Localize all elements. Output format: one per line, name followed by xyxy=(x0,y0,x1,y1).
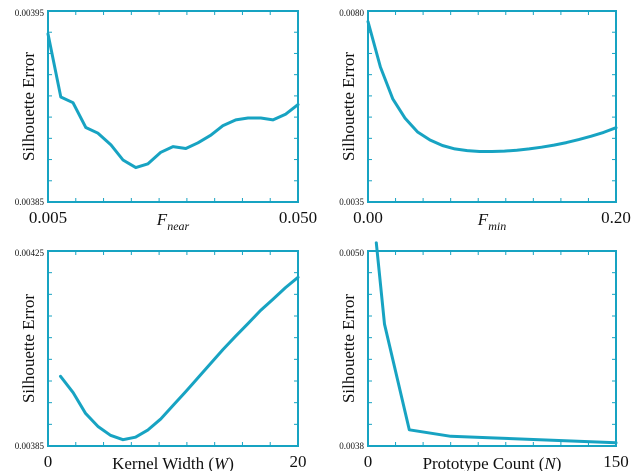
plot-frame xyxy=(367,10,617,203)
x-tick-label-left: 0 xyxy=(364,452,373,471)
y-tick-label-bottom: 0.00385 xyxy=(15,441,45,451)
x-axis-label-subscript: min xyxy=(488,219,506,233)
x-axis-label: Fnear xyxy=(156,210,190,233)
x-axis-label-tail: ) xyxy=(556,454,562,471)
series-line xyxy=(59,275,300,442)
y-tick-label-bottom: 0.0035 xyxy=(339,197,364,207)
series-line xyxy=(46,32,300,170)
y-tick-label-top: 0.00425 xyxy=(15,248,45,258)
x-axis-label-main: F xyxy=(477,210,489,229)
y-tick-label-bottom: 0.0038 xyxy=(339,441,364,451)
x-tick-label-left: 0.00 xyxy=(353,208,383,227)
x-tick-label-right: 0.050 xyxy=(279,208,317,227)
y-tick-label-bottom: 0.00385 xyxy=(15,197,45,207)
y-axis-label: Silhouette Error xyxy=(339,294,358,403)
y-axis-label: Silhouette Error xyxy=(19,294,38,403)
y-tick-label-top: 0.00395 xyxy=(15,8,45,18)
y-tick-label-top: 0.0080 xyxy=(339,8,364,18)
x-tick-label-right: 150 xyxy=(603,452,629,471)
x-axis-label-main: Prototype Count ( xyxy=(423,454,545,471)
x-axis-label: Fmin xyxy=(477,210,506,233)
plot-frame xyxy=(47,10,299,203)
series-line xyxy=(366,20,618,153)
series-line xyxy=(374,241,618,445)
x-axis-label-main: Kernel Width ( xyxy=(112,454,214,471)
plot-frame xyxy=(47,250,299,447)
x-tick-label-left: 0 xyxy=(44,452,53,471)
x-axis-label-variable: W xyxy=(214,454,230,471)
x-tick-label-left: 0.005 xyxy=(29,208,67,227)
plot-frame xyxy=(367,250,617,447)
y-axis-label: Silhouette Error xyxy=(19,52,38,161)
x-tick-label-right: 0.20 xyxy=(601,208,631,227)
x-axis-label: Prototype Count (N) xyxy=(423,454,562,471)
x-axis-label-variable: N xyxy=(543,454,557,471)
y-axis-label: Silhouette Error xyxy=(339,52,358,161)
x-tick-label-right: 20 xyxy=(290,452,307,471)
x-axis-label-tail: ) xyxy=(228,454,234,471)
x-axis-label-main: F xyxy=(156,210,168,229)
y-tick-label-top: 0.0050 xyxy=(339,248,364,258)
x-axis-label: Kernel Width (W) xyxy=(112,454,234,471)
x-axis-label-subscript: near xyxy=(167,219,189,233)
